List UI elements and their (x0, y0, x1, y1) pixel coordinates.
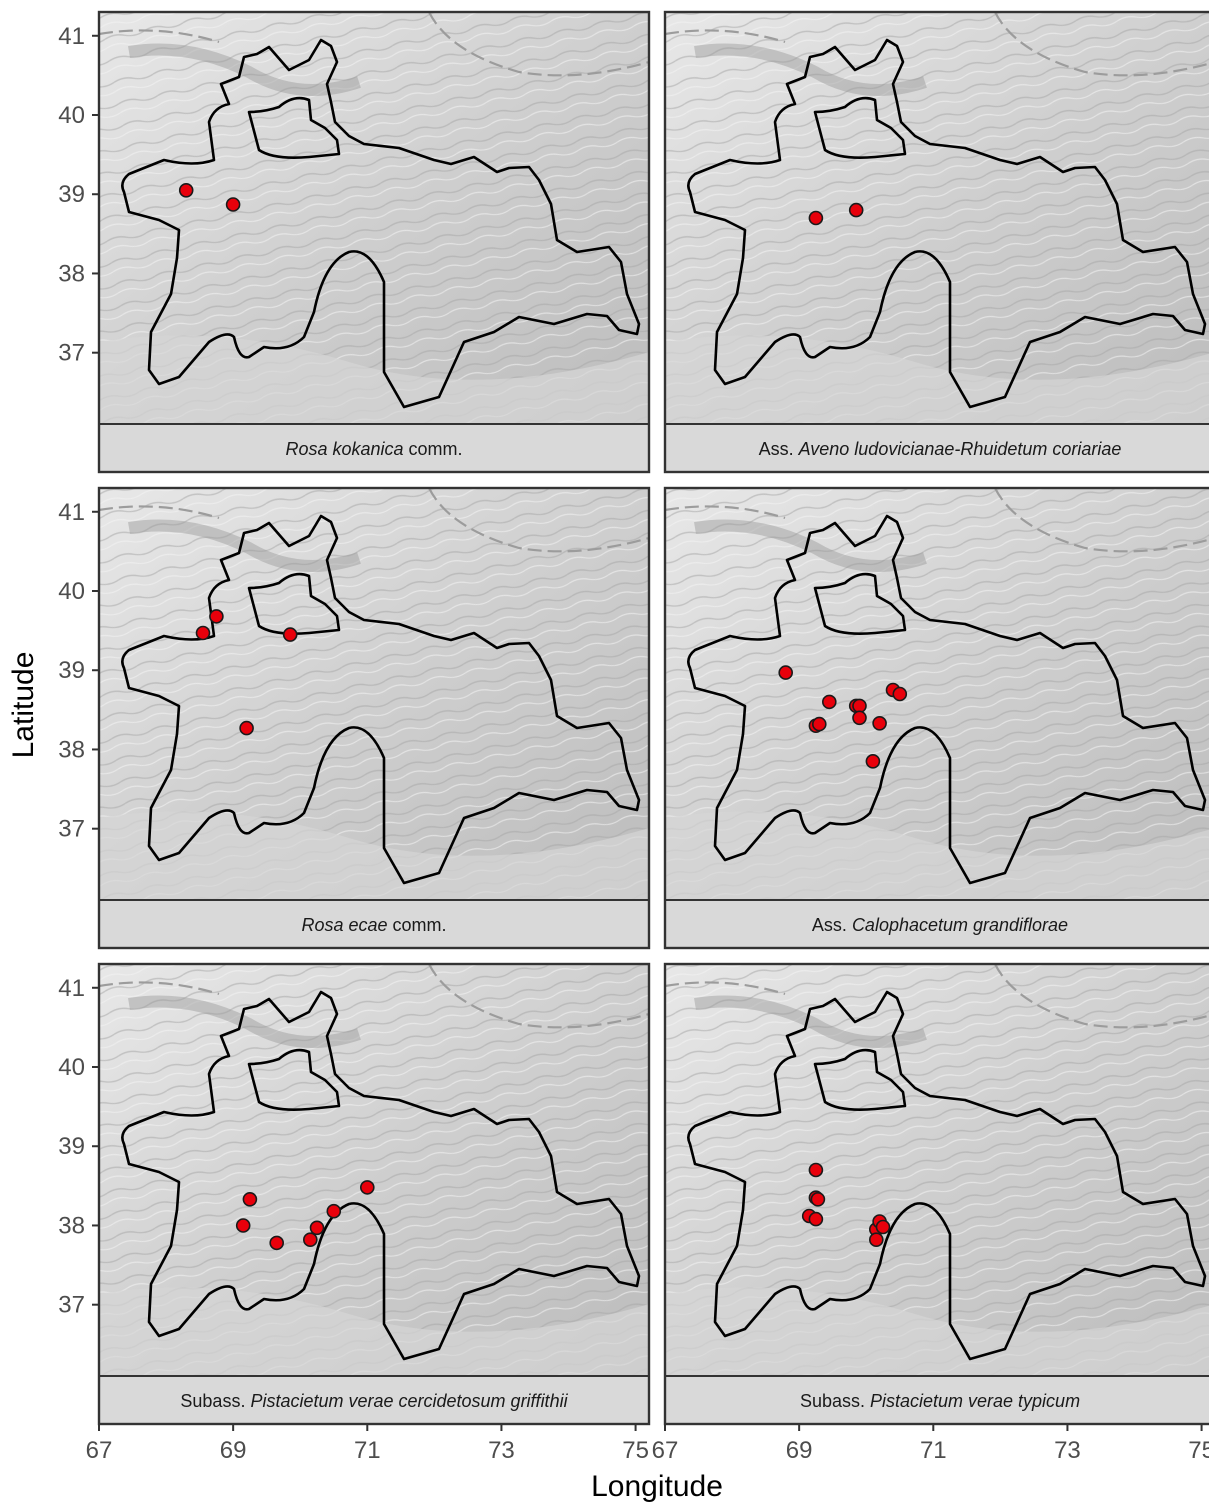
panel-label-part: Calophacetum grandiflorae (852, 915, 1068, 935)
y-tick-label: 41 (58, 975, 85, 1002)
data-point (822, 694, 837, 710)
data-point (269, 1235, 284, 1251)
data-point (892, 686, 908, 702)
strip-background (664, 899, 1209, 949)
panel-label: Ass. Aveno ludovicianae-Rhuidetum coriar… (759, 439, 1122, 459)
data-point (282, 627, 298, 642)
data-point (326, 1203, 342, 1219)
x-tick-label: 69 (220, 1437, 247, 1464)
data-point (242, 1192, 258, 1207)
panel-label-part: comm. (404, 439, 463, 459)
y-tick-label: 40 (58, 578, 85, 605)
data-point (808, 1162, 824, 1178)
panel-label-part: Rosa kokanica (285, 439, 403, 459)
panel-label: Subass. Pistacietum verae cercidetosum g… (180, 1391, 568, 1411)
panel-frame (663, 10, 1209, 474)
panel-label-part: Rosa ecae (301, 915, 387, 935)
y-axis-title: Latitude (7, 652, 40, 759)
y-tick-label: 40 (58, 102, 85, 129)
panel-label-part: Pistacietum verae typicum (870, 1391, 1080, 1411)
y-tick-label: 39 (58, 657, 85, 684)
data-point (808, 1211, 824, 1227)
data-point (309, 1220, 325, 1236)
y-tick-label: 38 (58, 260, 85, 287)
x-tick-label: 69 (786, 1437, 813, 1464)
x-tick-label: 73 (488, 1437, 515, 1464)
panel-frame (97, 486, 651, 950)
y-tick-label: 41 (58, 499, 85, 526)
panel-label-part: Subass. (800, 1391, 870, 1411)
map-panel: Rosa kokanica comm. 37 38 39 40 41 (58, 10, 651, 474)
y-tick-label: 38 (58, 736, 85, 763)
map-panel: Ass. Aveno ludovicianae-Rhuidetum coriar… (663, 10, 1209, 474)
panel-label-part: Ass. (759, 439, 799, 459)
data-point (235, 1218, 251, 1233)
panel-frame (663, 962, 1209, 1426)
data-point (872, 716, 887, 731)
map-panel: Rosa ecae comm. 37 38 39 40 41 (58, 486, 651, 950)
x-tick-label: 75 (1188, 1437, 1209, 1464)
map-panel: Subass. Pistacietum verae cercidetosum g… (58, 964, 649, 1464)
panel-frame (663, 486, 1209, 950)
terrain-background (99, 964, 649, 1376)
y-tick-label: 39 (58, 181, 85, 208)
panel-frame (97, 962, 651, 1426)
data-point (808, 210, 824, 226)
panel-label: Rosa ecae comm. (301, 915, 446, 935)
data-point (195, 625, 211, 641)
panel-label-part: comm. (388, 915, 447, 935)
data-point (848, 202, 864, 218)
x-tick-label: 67 (652, 1437, 679, 1464)
data-point (810, 1192, 826, 1207)
map-panel: Subass. Pistacietum verae typicum 67 69 71 7… (652, 964, 1209, 1464)
terrain-background (99, 12, 649, 424)
panel-label-part: Ass. (812, 915, 852, 935)
data-point (209, 609, 224, 624)
data-point (852, 710, 867, 726)
x-tick-label: 71 (920, 1437, 947, 1464)
data-point (852, 698, 867, 714)
y-tick-label: 39 (58, 1133, 85, 1160)
terrain-background (99, 488, 649, 900)
y-tick-label: 38 (58, 1212, 85, 1239)
data-point (778, 665, 793, 680)
x-axis-title: Longitude (591, 1470, 723, 1503)
data-point (869, 1232, 884, 1248)
terrain-background (665, 964, 1209, 1376)
data-point (178, 183, 194, 198)
terrain-background (665, 488, 1209, 900)
data-point (225, 197, 241, 212)
data-point (359, 1180, 375, 1195)
map-panel: Ass. Calophacetum grandiflorae (663, 486, 1209, 950)
panel-label: Subass. Pistacietum verae typicum (800, 1391, 1080, 1411)
y-tick-label: 37 (58, 816, 85, 843)
panel-label-part: Aveno ludovicianae-Rhuidetum coriariae (798, 439, 1122, 459)
y-tick-label: 41 (58, 23, 85, 50)
panel-label-part: Pistacietum verae cercidetosum griffithi… (250, 1391, 568, 1411)
strip-background (98, 423, 650, 473)
panel-label: Rosa kokanica comm. (285, 439, 462, 459)
data-point (303, 1232, 318, 1248)
data-point (875, 1219, 891, 1235)
x-tick-label: 67 (86, 1437, 113, 1464)
data-point (865, 753, 881, 769)
y-tick-label: 40 (58, 1054, 85, 1081)
y-tick-label: 37 (58, 1292, 85, 1319)
panel-label-part: Subass. (180, 1391, 250, 1411)
data-point (812, 716, 827, 732)
panel-frame (97, 10, 651, 474)
panel-label: Ass. Calophacetum grandiflorae (812, 915, 1068, 935)
x-tick-label: 71 (354, 1437, 381, 1464)
x-tick-label: 75 (622, 1437, 649, 1464)
x-tick-label: 73 (1054, 1437, 1081, 1464)
data-point (239, 720, 254, 736)
y-tick-label: 37 (58, 340, 85, 367)
terrain-background (665, 12, 1209, 424)
strip-background (98, 899, 650, 949)
